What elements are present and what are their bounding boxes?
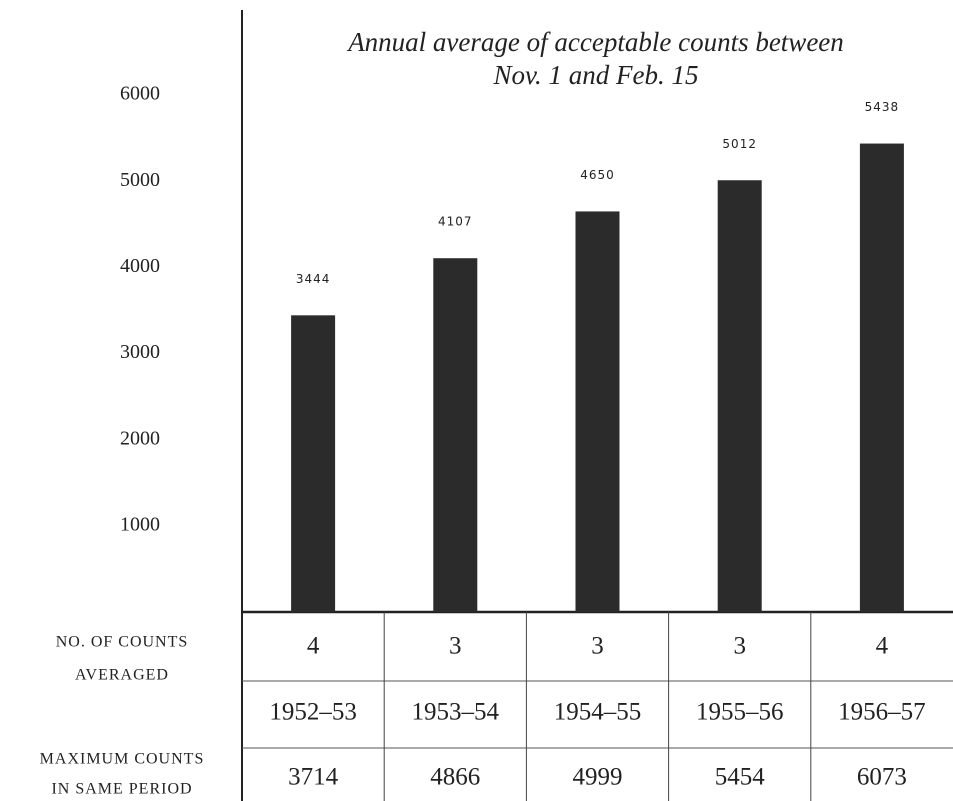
table-cell: 4999 [573,764,623,791]
value-label: 5012 [722,137,757,151]
row-label: AVERAGED [75,667,169,684]
table-cell: 4 [876,633,889,660]
chart-title: Nov. 1 and Feb. 15 [493,60,699,90]
x-tick-label: 1952–53 [269,699,357,726]
x-tick-label: 1953–54 [412,699,500,726]
y-tick-label: 4000 [120,255,160,277]
bar [575,211,620,612]
y-tick-label: 3000 [120,341,160,363]
y-tick-label: 5000 [120,169,160,191]
y-tick-label: 6000 [120,83,160,105]
y-tick-label: 2000 [120,427,160,449]
value-label: 3444 [296,272,331,286]
table-cell: 3714 [288,764,339,791]
table-cell: 3 [449,633,462,660]
table-cell: 6073 [857,764,907,791]
bar [433,258,478,612]
table-cell: 4 [307,633,320,660]
row-label: IN SAME PERIOD [51,781,192,798]
x-tick-label: 1956–57 [838,699,926,726]
bar [717,180,762,612]
table-cell: 4866 [430,764,480,791]
row-label: MAXIMUM COUNTS [40,751,205,768]
chart-title: Annual average of acceptable counts betw… [346,27,844,57]
table-cell: 5454 [715,764,766,791]
value-label: 4107 [438,215,473,229]
y-tick-label: 1000 [120,513,160,535]
value-label: 4650 [580,168,615,182]
row-label: NO. OF COUNTS [56,634,189,651]
table-cell: 3 [591,633,604,660]
bar [859,143,904,612]
table-cell: 3 [733,633,746,660]
value-label: 5438 [865,100,900,114]
x-tick-label: 1955–56 [696,699,784,726]
x-tick-label: 1954–55 [554,699,642,726]
bar [291,315,336,612]
